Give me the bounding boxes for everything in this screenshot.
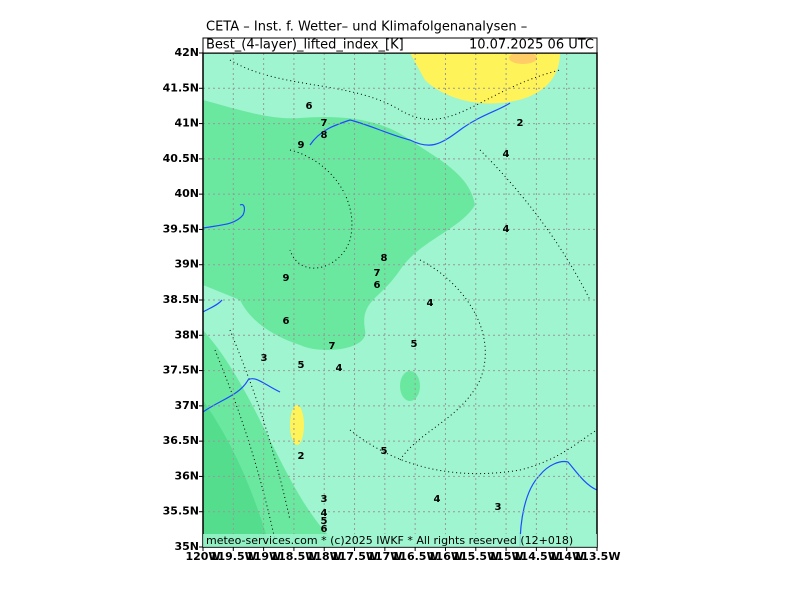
contour-label: 6 bbox=[321, 524, 328, 535]
lat-label: 35N bbox=[174, 540, 199, 553]
lat-label: 35.5N bbox=[163, 505, 199, 518]
lat-label: 37.5N bbox=[163, 364, 199, 377]
contour-label: 6 bbox=[283, 316, 290, 327]
green-area bbox=[400, 371, 420, 401]
contour-label: 9 bbox=[283, 273, 290, 284]
isolines bbox=[214, 59, 598, 541]
valid-time: 10.07.2025 06 UTC bbox=[469, 38, 594, 53]
contour-label: 6 bbox=[374, 280, 381, 291]
isoline bbox=[349, 429, 598, 475]
lat-label: 42N bbox=[174, 46, 199, 59]
fill-areas bbox=[203, 52, 560, 547]
contour-label: 3 bbox=[261, 353, 268, 364]
river bbox=[202, 299, 223, 313]
contour-label: 4 bbox=[503, 224, 510, 235]
contour-label: 5 bbox=[298, 360, 305, 371]
contour-label: 2 bbox=[298, 451, 305, 462]
isoline bbox=[479, 149, 591, 301]
lat-label: 41N bbox=[174, 117, 199, 130]
isoline bbox=[229, 59, 561, 120]
contour-label: 9 bbox=[298, 140, 305, 151]
lat-label: 39.5N bbox=[163, 222, 199, 235]
contour-label: 5 bbox=[381, 446, 388, 457]
lon-label: 119.5W bbox=[210, 550, 257, 563]
contour-label: 8 bbox=[321, 130, 328, 141]
title: CETA – Inst. f. Wetter– und Klimafolgena… bbox=[206, 20, 527, 35]
yellow-area bbox=[410, 53, 560, 104]
contour-label: 4 bbox=[503, 149, 510, 160]
contour-label: 5 bbox=[321, 516, 328, 527]
lon-label: 118.5W bbox=[270, 550, 317, 563]
isoline bbox=[229, 329, 291, 521]
lat-label: 39N bbox=[174, 258, 199, 271]
isoline bbox=[214, 349, 276, 541]
lat-label: 38N bbox=[174, 328, 199, 341]
lat-label: 41.5N bbox=[163, 81, 199, 94]
lon-label: 113.5W bbox=[574, 550, 621, 563]
contour-label: 3 bbox=[495, 502, 502, 513]
lat-label: 38.5N bbox=[163, 293, 199, 306]
parameter: Best_(4-layer)_lifted_index_[K] bbox=[206, 38, 404, 53]
lon-label: 119W bbox=[246, 550, 281, 563]
contour-label: 5 bbox=[411, 339, 418, 350]
footer: meteo-services.com * (c)2025 IWKF * All … bbox=[206, 534, 573, 547]
lat-label: 37N bbox=[174, 399, 199, 412]
lat-label: 36.5N bbox=[163, 434, 199, 447]
lon-label: 115W bbox=[489, 550, 524, 563]
contour-label: 4 bbox=[336, 363, 343, 374]
lat-label: 36N bbox=[174, 469, 199, 482]
river bbox=[309, 102, 511, 146]
lon-label: 117W bbox=[367, 550, 402, 563]
contour-label: 7 bbox=[374, 268, 381, 279]
contour-label: 4 bbox=[321, 508, 328, 519]
lon-label: 118W bbox=[307, 550, 342, 563]
lon-label: 114.5W bbox=[513, 550, 560, 563]
river bbox=[202, 203, 246, 229]
green-area-dark bbox=[203, 400, 270, 547]
lon-label: 115.5W bbox=[452, 550, 499, 563]
contour-label: 4 bbox=[434, 494, 441, 505]
green-area bbox=[203, 100, 475, 350]
lat-label: 40.5N bbox=[163, 152, 199, 165]
header-box bbox=[202, 37, 598, 54]
lon-label: 114W bbox=[549, 550, 584, 563]
contour-label: 4 bbox=[427, 298, 434, 309]
orange-area bbox=[509, 52, 537, 64]
river bbox=[519, 460, 598, 548]
lon-label: 116.5W bbox=[392, 550, 439, 563]
lon-label: 117.5W bbox=[331, 550, 378, 563]
contour-label: 3 bbox=[321, 494, 328, 505]
lon-label: 120W bbox=[185, 550, 220, 563]
lat-label: 40N bbox=[174, 187, 199, 200]
contour-label: 6 bbox=[306, 101, 313, 112]
contour-label: 7 bbox=[321, 118, 328, 129]
contour-label: 7 bbox=[329, 341, 336, 352]
yellow-area bbox=[290, 405, 304, 445]
river bbox=[202, 378, 281, 413]
contour-label: 2 bbox=[517, 118, 524, 129]
lon-label: 116W bbox=[428, 550, 463, 563]
grid bbox=[203, 53, 597, 547]
footer-box bbox=[203, 534, 597, 547]
contour-label: 8 bbox=[381, 253, 388, 264]
rivers bbox=[202, 102, 598, 548]
